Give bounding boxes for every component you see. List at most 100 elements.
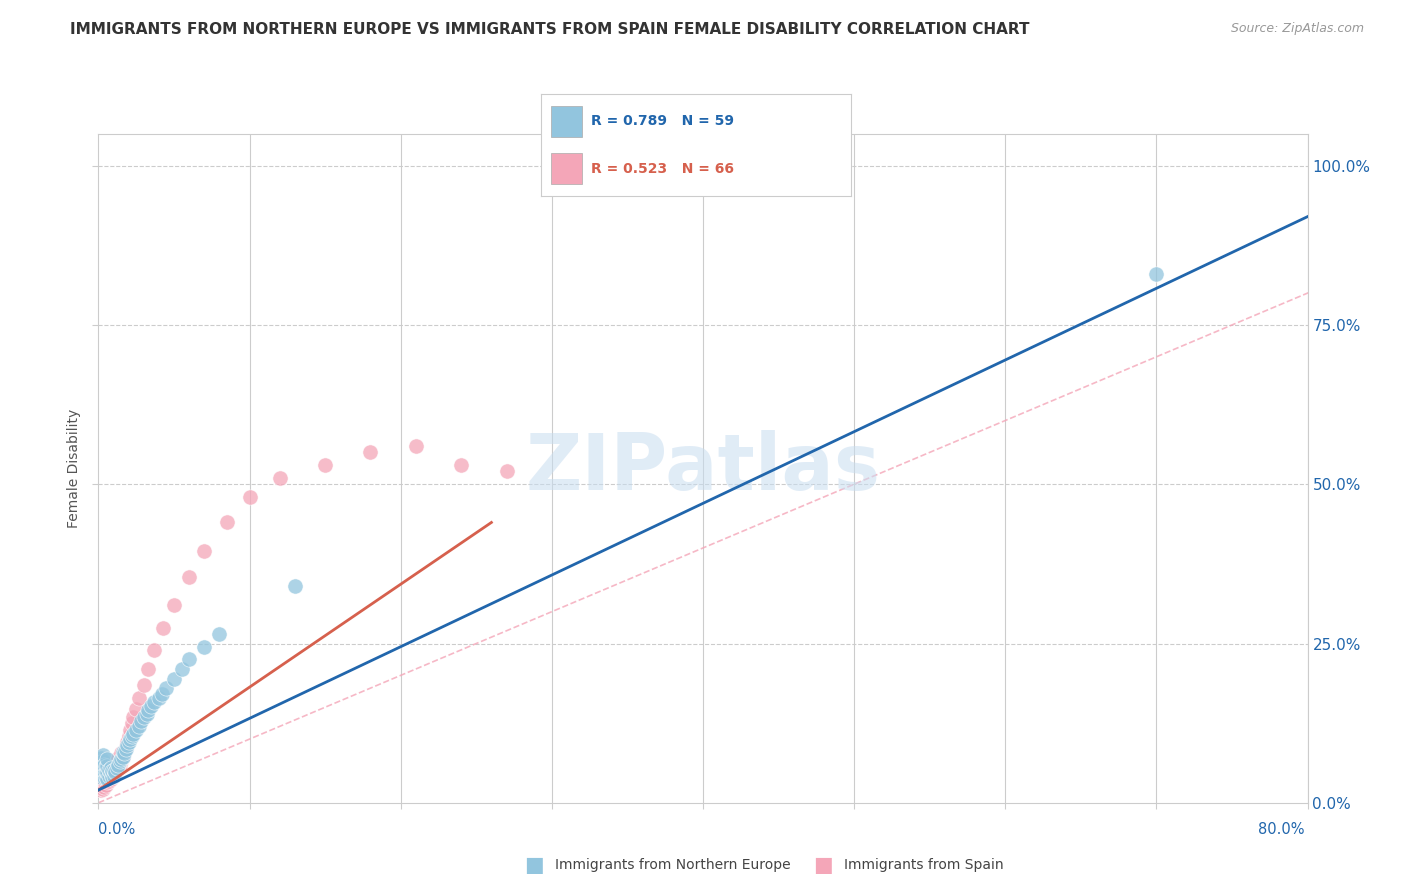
Text: R = 0.789   N = 59: R = 0.789 N = 59: [591, 114, 734, 128]
Text: 80.0%: 80.0%: [1258, 822, 1305, 837]
Text: Immigrants from Northern Europe: Immigrants from Northern Europe: [555, 858, 792, 872]
Point: [450, 458, 472, 472]
Text: ■: ■: [524, 855, 544, 875]
Point: [93, 764, 115, 778]
Point: [208, 627, 231, 641]
Point: [115, 735, 138, 749]
Point: [128, 690, 150, 705]
Text: R = 0.523   N = 66: R = 0.523 N = 66: [591, 161, 734, 176]
Text: ■: ■: [813, 855, 832, 875]
Text: ZIPatlas: ZIPatlas: [526, 430, 880, 507]
Point: [107, 761, 129, 775]
Point: [96, 763, 118, 777]
Point: [121, 729, 143, 743]
Point: [89, 761, 111, 775]
Point: [360, 445, 382, 459]
Point: [101, 763, 124, 777]
Text: Immigrants from Spain: Immigrants from Spain: [844, 858, 1004, 872]
Point: [107, 751, 129, 765]
Point: [103, 769, 125, 783]
Point: [94, 765, 117, 780]
Point: [125, 723, 148, 737]
Text: IMMIGRANTS FROM NORTHERN EUROPE VS IMMIGRANTS FROM SPAIN FEMALE DISABILITY CORRE: IMMIGRANTS FROM NORTHERN EUROPE VS IMMIG…: [70, 22, 1029, 37]
Point: [91, 767, 114, 781]
Point: [101, 769, 124, 783]
Point: [91, 775, 114, 789]
Bar: [551, 106, 582, 136]
Point: [96, 752, 118, 766]
Point: [103, 763, 125, 777]
Point: [120, 732, 142, 747]
Point: [93, 770, 115, 784]
Point: [118, 735, 141, 749]
Point: [141, 698, 163, 713]
Point: [93, 757, 115, 772]
Point: [104, 765, 127, 780]
Point: [314, 458, 336, 472]
Point: [103, 761, 125, 775]
Point: [96, 772, 118, 786]
Point: [110, 752, 132, 766]
Text: Source: ZipAtlas.com: Source: ZipAtlas.com: [1230, 22, 1364, 36]
Point: [103, 767, 125, 781]
Point: [104, 765, 127, 780]
Point: [94, 778, 117, 792]
Point: [179, 652, 201, 666]
Point: [118, 729, 141, 743]
Point: [100, 759, 122, 773]
Y-axis label: Female Disability: Female Disability: [67, 409, 82, 528]
Point: [90, 764, 112, 778]
Text: 0.0%: 0.0%: [98, 822, 135, 837]
Point: [89, 780, 111, 794]
Point: [163, 599, 186, 613]
Point: [100, 761, 122, 775]
Point: [155, 681, 177, 695]
Point: [114, 739, 136, 754]
Point: [100, 772, 122, 786]
Point: [143, 695, 166, 709]
Point: [110, 746, 132, 760]
Point: [114, 741, 136, 756]
Bar: [551, 153, 582, 184]
Point: [93, 767, 115, 781]
Point: [121, 716, 143, 731]
Point: [90, 751, 112, 765]
Point: [495, 465, 517, 479]
Point: [100, 765, 122, 780]
Point: [91, 761, 114, 775]
Point: [1144, 267, 1167, 281]
Point: [193, 544, 215, 558]
Point: [122, 727, 145, 741]
Point: [93, 773, 115, 788]
Point: [94, 772, 117, 786]
Point: [89, 773, 111, 788]
Point: [105, 755, 128, 769]
Point: [100, 767, 122, 781]
Point: [98, 769, 121, 783]
Point: [128, 719, 150, 733]
Point: [135, 706, 157, 721]
Point: [98, 763, 121, 777]
Point: [94, 765, 117, 780]
Point: [91, 763, 114, 777]
Point: [94, 759, 117, 773]
Point: [115, 739, 138, 753]
Point: [112, 745, 135, 759]
Point: [90, 770, 112, 784]
Point: [96, 769, 118, 783]
Point: [112, 746, 135, 760]
Point: [193, 640, 215, 654]
Point: [150, 688, 173, 702]
Point: [136, 703, 159, 717]
Point: [93, 780, 115, 794]
Point: [96, 765, 118, 780]
Point: [96, 775, 118, 789]
Point: [94, 770, 117, 784]
Point: [111, 750, 134, 764]
Point: [101, 764, 124, 778]
Point: [89, 767, 111, 781]
Point: [101, 770, 124, 784]
Point: [148, 690, 170, 705]
Point: [94, 759, 117, 773]
Point: [122, 710, 145, 724]
